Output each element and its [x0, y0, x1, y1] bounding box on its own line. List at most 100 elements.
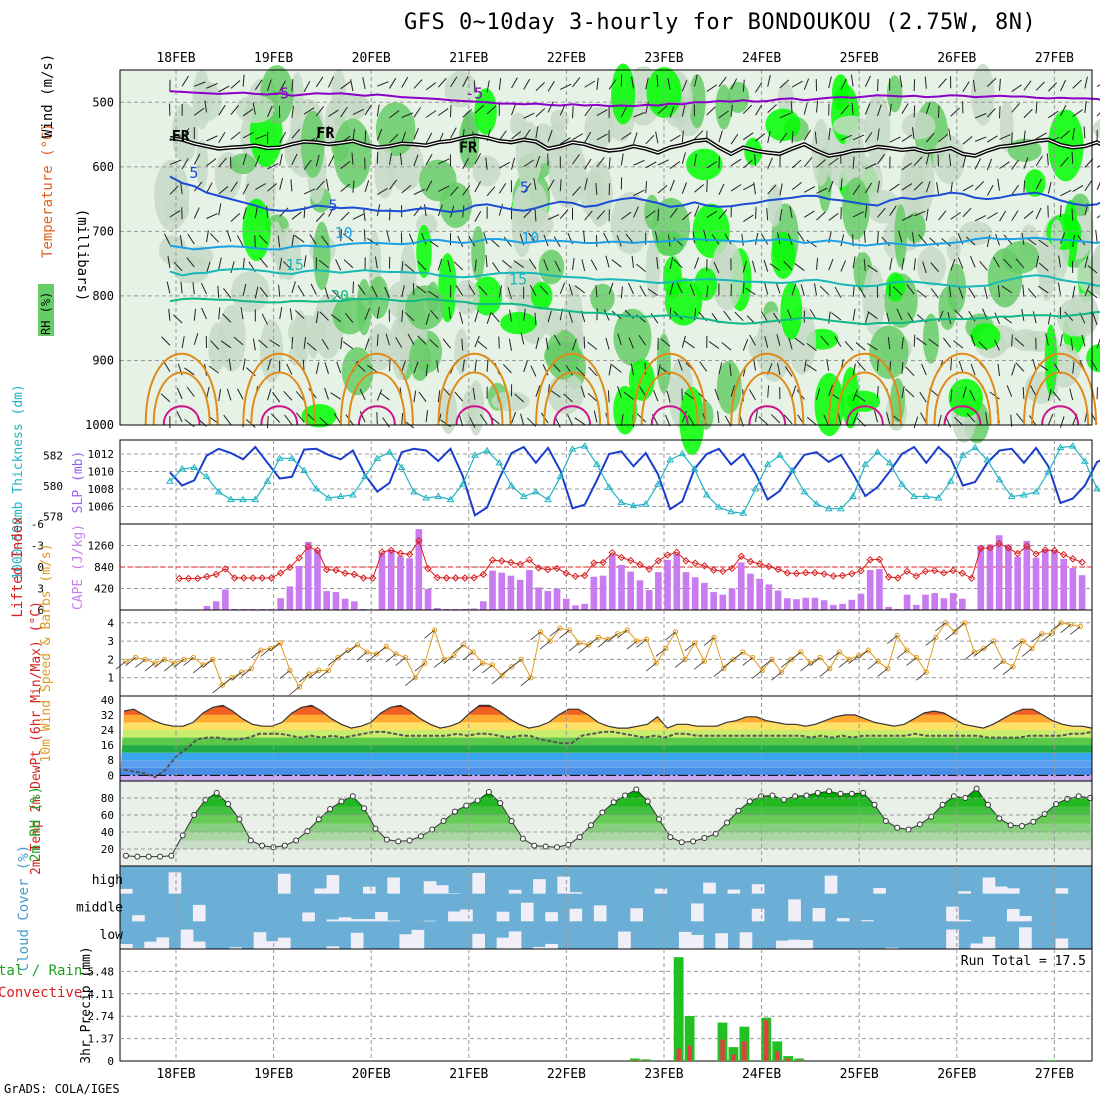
thickness-point [1007, 492, 1016, 500]
thickness-point [1068, 442, 1077, 449]
li-point [719, 567, 727, 576]
wind-barb [325, 178, 329, 191]
wind-barb [384, 286, 390, 299]
wind-barb [755, 104, 763, 116]
rh-cell [901, 112, 936, 140]
wind-barb [202, 659, 214, 668]
wind-barb [1096, 338, 1100, 349]
wind-barb [950, 358, 953, 371]
cloud-cell [788, 899, 801, 922]
wind-barb [729, 363, 732, 376]
wind-speed-point [1000, 658, 1006, 664]
upper-grid [120, 70, 1092, 425]
wind-barb [154, 659, 165, 668]
wind-barb [277, 235, 281, 248]
wind-barb [450, 76, 458, 88]
temp-band [120, 752, 1092, 761]
wind-barb [230, 261, 235, 274]
wind-barb [935, 622, 946, 632]
li-ylabel: Lifted Index [10, 516, 26, 617]
wind-barb [770, 414, 781, 424]
cloud-cell [192, 941, 206, 949]
wind-barb [486, 186, 496, 197]
wind-speed-point [451, 653, 457, 659]
cape-bar [848, 599, 856, 610]
wind-barb [508, 338, 512, 351]
wind-barb [221, 677, 233, 687]
wind-barb [828, 157, 839, 166]
li-point [580, 571, 589, 580]
li-point [295, 554, 303, 562]
temp-grid [175, 696, 1055, 781]
wind-barb [303, 80, 311, 92]
wind-barb [994, 312, 1000, 324]
wind-barb [766, 208, 769, 221]
wind-barb [867, 343, 878, 351]
wind-barb [218, 257, 222, 270]
wind-barb [1048, 110, 1059, 119]
wind-barb [413, 361, 419, 374]
credit-label: GrADS: COLA/IGES [4, 1082, 120, 1096]
thickness-point [214, 487, 223, 495]
wind-barb [437, 77, 447, 88]
thickness-point [983, 455, 992, 463]
pressure-tick: 800 [92, 289, 114, 303]
wind-barb [901, 134, 913, 142]
wind-barb [560, 137, 571, 145]
li-point [802, 569, 810, 577]
thickness-point [702, 491, 711, 498]
wind-barb [474, 153, 482, 165]
wind-barb [350, 79, 354, 92]
cape-bar [691, 577, 699, 610]
wind-barb [681, 130, 684, 143]
wind-barb [186, 386, 195, 397]
rh-point [667, 834, 674, 841]
cape-bar [277, 598, 284, 610]
wind-barb [523, 208, 533, 219]
wind-barb [352, 108, 364, 115]
rh-cell [886, 75, 903, 113]
wind-barb [267, 163, 279, 170]
wind-barb [819, 285, 830, 295]
li-point [894, 574, 902, 582]
wind-speed-point [499, 673, 505, 679]
wind-barb [179, 235, 183, 248]
cape-bar [756, 578, 763, 610]
wind-barb [230, 213, 241, 222]
thickness-point [275, 454, 284, 461]
cape-bar [894, 608, 902, 610]
thickness-point [873, 448, 882, 455]
rh-band [120, 832, 1092, 841]
wind-barb [791, 283, 797, 296]
wind-speed-point [798, 649, 804, 655]
li-point [507, 558, 515, 567]
rh-point [213, 789, 220, 796]
wind-barb [954, 622, 965, 632]
wind-barb [291, 128, 301, 139]
wind-barb [218, 132, 226, 143]
wind-barb [730, 133, 739, 145]
wind-barb [206, 182, 213, 194]
cloud-cell [253, 932, 267, 949]
wind-barb [1023, 130, 1026, 143]
wind-barb [382, 417, 390, 428]
wind-barb [295, 391, 305, 401]
thickness-point [458, 480, 467, 487]
wind-barb [925, 208, 929, 221]
wind-barb [230, 181, 238, 192]
rh-cell [948, 378, 983, 418]
wind-barb [645, 181, 648, 194]
wind-speed-point [316, 667, 322, 674]
wind-speed-point [653, 660, 659, 666]
isotherm-arc [347, 371, 406, 426]
wind-barb [437, 390, 441, 403]
wind-barb [364, 104, 372, 116]
li-point [433, 573, 441, 582]
rh-cell [440, 389, 457, 435]
wind-barb [254, 79, 263, 91]
li-point [654, 557, 663, 565]
wind-speed-point [692, 640, 698, 646]
cape-bar [231, 608, 238, 610]
li-point [838, 571, 847, 580]
wind-barb [783, 261, 793, 271]
